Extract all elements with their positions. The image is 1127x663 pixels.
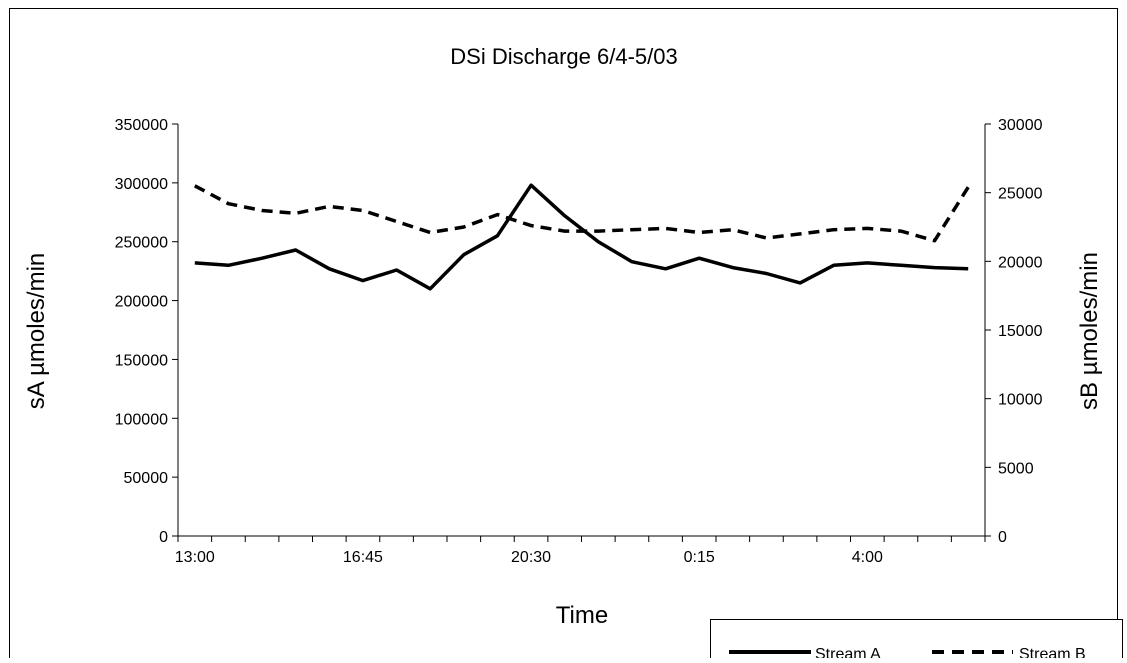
series-line-stream-b [193, 184, 970, 243]
series-layer [193, 183, 970, 291]
y-left-tick-label: 300000 [115, 176, 168, 193]
y-left-tick-label: 50000 [124, 470, 169, 487]
y-right-tick-label: 30000 [998, 117, 1043, 134]
chart-border [9, 8, 1118, 663]
y-left-tick-label: 0 [159, 529, 168, 546]
y-left-tick-label: 150000 [115, 352, 168, 369]
y-right-tick-label: 25000 [998, 186, 1043, 203]
y-right-tick-label: 10000 [998, 392, 1043, 409]
y-right-tick-label: 5000 [998, 460, 1034, 477]
x-axis-label: Time [556, 602, 608, 629]
y-left-tick-label: 250000 [115, 235, 168, 252]
y-right-tick-label: 20000 [998, 254, 1043, 271]
axes-layer: 0500001000001500002000002500003000003500… [115, 117, 1043, 566]
y-left-tick-label: 100000 [115, 411, 168, 428]
chart-title: DSi Discharge 6/4-5/03 [450, 44, 677, 69]
y-axis-label-right: sB µmoles/min [1076, 252, 1103, 410]
legend: Stream A Stream B [710, 619, 1123, 663]
x-tick-label: 20:30 [511, 549, 551, 566]
x-tick-label: 16:45 [343, 549, 383, 566]
legend-box [710, 619, 1123, 663]
y-right-tick-label: 0 [998, 529, 1007, 546]
x-tick-label: 4:00 [852, 549, 883, 566]
series-line-stream-a [194, 183, 969, 291]
y-left-tick-label: 200000 [115, 294, 168, 311]
x-tick-label: 0:15 [684, 549, 715, 566]
legend-label-stream-b: Stream B [1019, 646, 1086, 658]
x-tick-label: 13:00 [175, 549, 215, 566]
y-right-tick-label: 15000 [998, 323, 1043, 340]
legend-label-stream-a: Stream A [815, 646, 881, 658]
y-left-tick-label: 350000 [115, 117, 168, 134]
y-axis-label-left: sA µmoles/min [23, 253, 50, 410]
